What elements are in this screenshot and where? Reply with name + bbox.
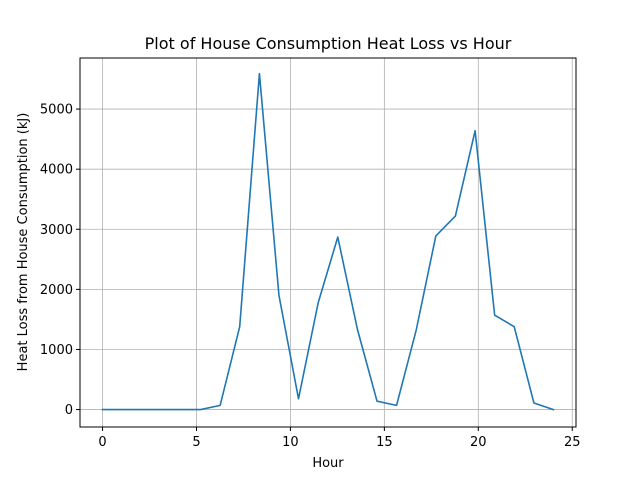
series-line <box>101 72 555 411</box>
x-axis-label: Hour <box>312 456 344 471</box>
grid <box>80 58 576 427</box>
y-tick-label: 1000 <box>40 343 73 358</box>
x-tick-label: 5 <box>192 435 200 450</box>
x-tick-label: 0 <box>98 435 106 450</box>
chart-title: Plot of House Consumption Heat Loss vs H… <box>145 34 512 53</box>
x-tick-label: 15 <box>376 435 393 450</box>
y-tick-label: 3000 <box>40 223 73 238</box>
y-tick-label: 4000 <box>40 163 73 178</box>
y-tick-label: 0 <box>65 403 73 418</box>
plot-area-frame <box>79 57 577 428</box>
x-tick-label: 10 <box>282 435 299 450</box>
x-tick-label: 25 <box>564 435 581 450</box>
axis-ticks: 0 5 10 15 20 25 0 1000 2000 3000 4000 5000 <box>40 103 581 450</box>
y-axis-label: Heat Loss from House Consumption (kJ) <box>16 113 31 372</box>
x-tick-label: 20 <box>470 435 487 450</box>
y-tick-label: 2000 <box>40 283 73 298</box>
series-layer <box>101 72 555 411</box>
y-tick-label: 5000 <box>40 103 73 118</box>
